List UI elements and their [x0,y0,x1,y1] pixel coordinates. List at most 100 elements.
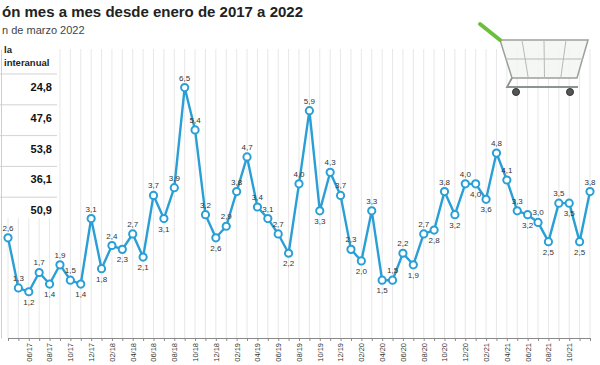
data-label: 3,3 [512,197,524,206]
grid-line [111,49,112,338]
x-tick-mark [507,338,508,341]
x-tick [372,338,373,341]
x-tick-mark [372,338,373,341]
data-label: 1,5 [65,266,77,275]
data-label: 3,9 [169,174,181,183]
x-tick-label: 02/20 [357,343,366,362]
data-label: 3,5 [564,209,576,218]
data-point [493,149,500,156]
data-label: 1,8 [96,275,108,284]
data-point [524,211,531,218]
data-point [56,261,63,268]
x-tick: 04/18 [129,338,138,362]
data-label: 1,5 [377,286,389,295]
x-tick-label: 10/20 [440,343,449,362]
data-label: 4,8 [491,139,503,148]
x-tick-mark [320,338,321,341]
data-label: 3,3 [366,197,378,206]
x-tick: 06/19 [274,338,283,362]
x-tick: 06/21 [524,338,533,362]
grid-line [413,49,414,338]
x-tick-label: 08/19 [295,343,304,362]
inset-table-header: interanual [4,57,49,68]
grid-line [579,49,580,338]
data-label: 2,9 [221,212,233,221]
grid-line [434,49,435,338]
data-label: 1,7 [34,258,46,267]
x-tick: 12/17 [87,338,96,362]
data-label: 1,5 [387,266,399,275]
title: ón mes a mes desde enero de 2017 a 2022 [2,3,303,20]
data-label: 4,3 [325,158,337,167]
data-label: 2,3 [345,235,357,244]
x-tick-mark [216,338,217,341]
data-point [295,180,302,187]
cart-basket [500,40,588,78]
data-point [482,196,489,203]
x-tick-mark [112,338,113,341]
grid-line [195,49,196,338]
x-tick: 02/20 [357,338,366,362]
data-point [140,253,147,260]
x-tick [8,338,9,341]
x-tick [413,338,414,341]
x-tick-mark [528,338,529,341]
data-point [566,200,573,207]
inset-table-rule [0,74,57,75]
data-label: 2,4 [106,232,118,241]
x-tick-mark [455,338,456,341]
x-tick-mark [434,338,435,341]
x-tick [455,338,456,341]
data-point [233,188,240,195]
x-tick-mark [413,338,414,341]
data-point [25,288,32,295]
data-point [108,242,115,249]
x-tick [247,338,248,341]
x-tick-label: 06/19 [274,343,283,362]
grid-line [278,49,279,338]
x-tick-mark [382,338,383,341]
grid-line [527,49,528,338]
x-tick-mark [559,338,560,341]
x-tick: 10/21 [565,338,574,362]
grid-line [465,49,466,338]
x-tick-mark [205,338,206,341]
data-label: 2,7 [418,220,430,229]
x-tick: 08/18 [170,338,179,362]
grid-line [330,49,331,338]
x-tick [185,338,186,341]
cart-wheel [513,89,520,96]
grid-line [371,49,372,338]
inset-table-value: 53,8 [31,143,52,155]
x-tick-label: 04/21 [503,343,512,362]
x-tick: 08/19 [295,338,304,362]
inset-table-value: 36,1 [31,173,52,185]
inset-table-value: 47,6 [31,112,52,124]
data-label: 2,3 [117,255,129,264]
x-tick [164,338,165,341]
x-tick: 02/19 [233,338,242,362]
data-point [119,246,126,253]
grid-line [319,49,320,338]
data-label: 3,2 [449,221,461,230]
data-point [160,215,167,222]
data-labels: 2,61,31,21,71,41,91,51,43,11,82,42,32,72… [2,74,596,307]
grid-line [174,49,175,338]
x-tick [580,338,581,341]
data-point [327,169,334,176]
data-point [399,250,406,257]
inset-table-rule [0,197,57,198]
data-point [379,277,386,284]
x-tick-mark [102,338,103,341]
x-tick: 04/21 [503,338,512,362]
data-label: 3,1 [262,205,274,214]
data-label: 4,0 [293,170,305,179]
grid-line [288,49,289,338]
inset-table-rule [0,104,57,105]
grid-line [506,49,507,338]
data-line [8,88,590,292]
x-tick-mark [424,338,425,341]
data-point [67,277,74,284]
x-tick-label: 06/18 [149,343,158,362]
x-tick-mark [257,338,258,341]
